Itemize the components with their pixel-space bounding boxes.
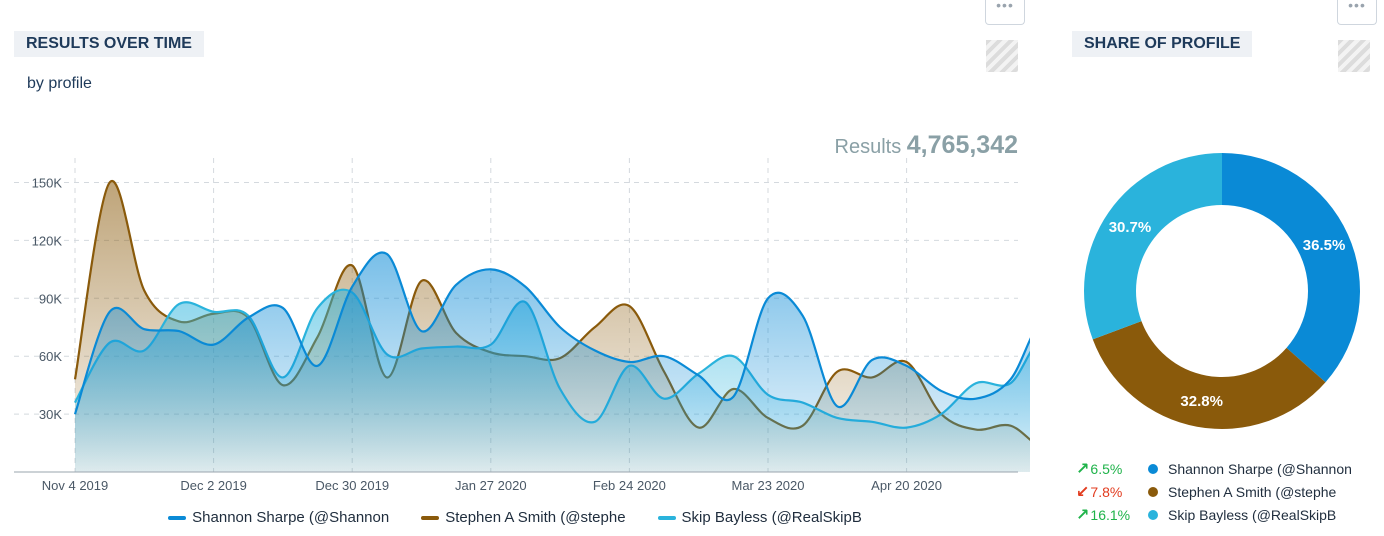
change-value: 7.8% [1090,483,1123,500]
slice-label: 36.5% [1303,237,1346,254]
series-line[interactable] [73,251,1030,415]
x-tick-label: Apr 20 2020 [871,478,942,493]
chart-placeholder-icon[interactable] [986,40,1018,72]
chart-legend: Shannon Sharpe (@Shannon Stephen A Smith… [0,509,1030,526]
share-name: Stephen A Smith (@stephe [1168,483,1337,500]
change-value: 16.1% [1090,506,1131,523]
chart-menu-button[interactable]: ••• [985,0,1025,25]
share-legend: ↗ 6.5% Shannon Sharpe (@Shannon ↙ 7.8% Ste… [1076,457,1368,526]
donut-slice[interactable] [1222,153,1360,383]
results-total: Results 4,765,342 [835,131,1018,160]
series-area [75,252,1030,472]
y-tick-label: 60K [39,349,62,364]
y-tick-label: 120K [32,233,63,248]
y-tick-label: 150K [32,176,63,191]
share-menu-button[interactable]: ••• [1337,0,1377,25]
change-indicator: ↙ 7.8% [1076,482,1148,502]
x-tick-label: Nov 4 2019 [42,478,109,493]
slice-label: 30.7% [1109,219,1152,236]
donut-slice[interactable] [1092,321,1326,429]
change-indicator: ↗ 16.1% [1076,505,1148,525]
share-row-stephen[interactable]: ↙ 7.8% Stephen A Smith (@stephe [1076,480,1368,503]
arrow-up-icon: ↗ [1076,460,1090,478]
y-tick-label: 90K [39,291,62,306]
x-tick-label: Jan 27 2020 [455,478,527,493]
share-placeholder-icon[interactable] [1338,40,1370,72]
legend-dot [1148,486,1158,497]
results-over-time-title: RESULTS OVER TIME [14,31,204,57]
arrow-down-icon: ↙ [1076,483,1090,501]
legend-swatch [421,515,440,520]
legend-item-shannon[interactable]: Shannon Sharpe (@Shannon [168,509,389,526]
legend-label: Stephen A Smith (@stephe [445,509,626,526]
slice-label: 32.8% [1180,393,1223,410]
arrow-up-icon: ↗ [1076,506,1090,524]
chart-subtitle: by profile [27,75,92,92]
x-tick-label: Mar 23 2020 [732,478,805,493]
legend-label: Shannon Sharpe (@Shannon [192,509,390,526]
share-name: Skip Bayless (@RealSkipB [1168,506,1337,523]
legend-dot [1148,463,1158,474]
donut-slice[interactable] [1084,153,1222,340]
change-indicator: ↗ 6.5% [1076,459,1148,479]
results-over-time-chart: 30K 60K 90K 120K 150K Nov 4 2019 Dec 2 2019 Dec… [14,158,1030,493]
results-label: Results [834,136,902,158]
results-value: 4,765,342 [906,131,1018,159]
change-value: 6.5% [1090,460,1123,477]
x-tick-label: Dec 30 2019 [315,478,389,493]
legend-swatch [657,515,676,520]
share-row-shannon[interactable]: ↗ 6.5% Shannon Sharpe (@Shannon [1076,457,1368,480]
legend-item-skip[interactable]: Skip Bayless (@RealSkipB [657,509,862,526]
share-of-profile-title: SHARE OF PROFILE [1072,31,1253,57]
x-tick-label: Feb 24 2020 [593,478,666,493]
share-donut-chart: 36.5% 32.8% 30.7% [1084,153,1360,429]
legend-item-stephen[interactable]: Stephen A Smith (@stephe [421,509,626,526]
x-tick-label: Dec 2 2019 [180,478,247,493]
share-name: Shannon Sharpe (@Shannon [1168,460,1352,477]
share-row-skip[interactable]: ↗ 16.1% Skip Bayless (@RealSkipB [1076,503,1368,526]
legend-label: Skip Bayless (@RealSkipB [681,509,862,526]
y-tick-label: 30K [39,407,62,422]
legend-dot [1148,509,1158,520]
legend-swatch [168,515,187,520]
